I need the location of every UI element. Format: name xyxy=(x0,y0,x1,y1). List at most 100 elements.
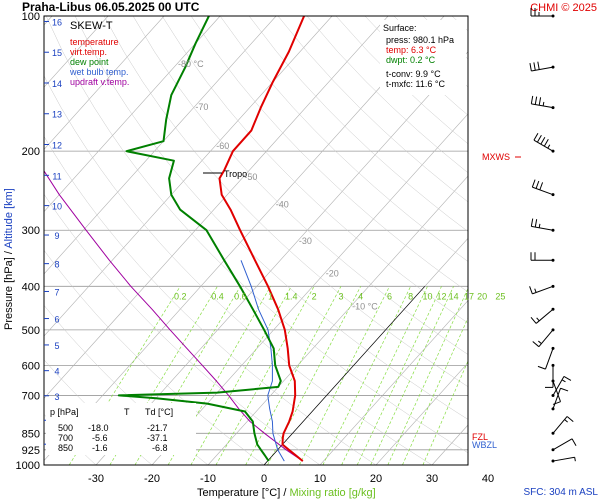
level-table-cell: 500 xyxy=(58,423,73,433)
isotherm-line xyxy=(44,16,221,213)
mixing-ratio-label: 0.4 xyxy=(211,291,224,301)
dry-adiabat-line xyxy=(161,16,468,324)
mixing-ratio-line xyxy=(215,286,315,465)
wind-barb-dot xyxy=(551,284,555,288)
altitude-tick-label: 9 xyxy=(54,231,59,241)
surface-tmxfc: t-mxfc: 11.6 °C xyxy=(386,79,445,89)
level-table-cell: -5.6 xyxy=(92,433,108,443)
wind-barb xyxy=(531,179,555,197)
mixing-ratio-line xyxy=(167,286,271,465)
mixing-ratio-labels: 0.2 0.4 0.6 1 1.4 2 3 4 6 8 10 12 14 17 20 25 xyxy=(174,291,505,301)
level-table-header-td: Td [°C] xyxy=(145,407,173,417)
wind-barb xyxy=(530,252,555,262)
profile-layer xyxy=(44,16,306,462)
wind-barb-dot xyxy=(551,149,555,153)
wind-barb-flag xyxy=(571,438,577,446)
wind-barb-staff xyxy=(531,225,554,231)
wind-barb-dot xyxy=(551,193,555,197)
pressure-tick-label: 100 xyxy=(22,11,40,23)
level-table-header-p: p [hPa] xyxy=(50,407,79,417)
dry-adiabat-line xyxy=(248,16,468,232)
wind-barb-staff xyxy=(531,103,554,109)
wind-barb-staff xyxy=(533,139,554,152)
isotherm-line xyxy=(44,16,333,337)
wind-barb-dot xyxy=(551,14,555,18)
wind-barb-flag xyxy=(530,218,534,227)
wind-barb xyxy=(530,218,555,232)
wind-barb-staff xyxy=(552,380,561,402)
dry-adiabat-line xyxy=(219,16,468,262)
altitude-tick-label: 8 xyxy=(54,260,59,270)
dry-adiabat-line xyxy=(44,75,433,465)
surface-tconv: t-conv: 9.9 °C xyxy=(386,69,441,79)
level-table-cell: -6.8 xyxy=(152,443,168,453)
wind-barb-dot xyxy=(551,307,555,311)
surface-info-box: Surface: press: 980.1 hPa temp: 6.3 °C d… xyxy=(380,20,466,95)
wind-barb-flag xyxy=(534,219,538,228)
mixing-ratio-label: 0.2 xyxy=(174,291,187,301)
wind-barb-dot xyxy=(551,346,555,350)
isotherm-line xyxy=(375,362,468,465)
wind-barb-flag xyxy=(566,416,574,422)
wind-barb-flag xyxy=(552,401,561,405)
wind-barb xyxy=(529,61,555,72)
surface-dwpt: dwpt: 0.2 °C xyxy=(386,55,436,65)
wind-barb xyxy=(551,387,569,411)
wind-barb-half xyxy=(538,340,542,345)
legend-item-temperature: temperature xyxy=(70,37,119,47)
x-tick-label: 0 xyxy=(261,473,267,485)
wind-barb-staff xyxy=(552,416,568,434)
level-table-cell: -21.7 xyxy=(147,423,168,433)
wind-barb-flag xyxy=(563,375,572,381)
y-axis-title: Pressure [hPa] / Altitude [km] xyxy=(3,188,15,330)
mixing-ratio-label: 20 xyxy=(477,291,487,301)
legend-item-dew-point: dew point xyxy=(70,57,109,67)
isotherm-label: -20 xyxy=(326,268,339,278)
dry-adiabat-line xyxy=(74,16,468,420)
isotherm-label: -40 xyxy=(276,200,289,210)
pressure-tick-label: 700 xyxy=(22,390,40,402)
wind-barb xyxy=(530,8,555,18)
x-axis-title-mixing: Mixing ratio [g/kg] xyxy=(289,487,375,499)
wind-barb-dot xyxy=(551,379,555,383)
wind-barb-flag xyxy=(530,316,537,324)
mixing-ratio-label: 25 xyxy=(495,291,505,301)
isotherm-line xyxy=(544,16,600,465)
altitude-tick-label: 14 xyxy=(52,79,62,89)
altitude-tick-label: 11 xyxy=(52,171,61,181)
wind-barb-dot xyxy=(551,106,555,110)
wind-barb-half xyxy=(538,223,541,228)
mixing-ratio-label: 0.6 xyxy=(234,291,247,301)
mixing-ratio-line xyxy=(402,317,468,465)
wind-barb-dot xyxy=(551,431,555,435)
wind-barb-flag xyxy=(532,341,540,348)
surface-temp: temp: 6.3 °C xyxy=(386,45,437,55)
altitude-tick-label: 13 xyxy=(52,110,62,120)
wind-barb-flag xyxy=(534,96,538,105)
wind-barb-half xyxy=(534,288,537,293)
wind-barb xyxy=(551,438,577,452)
isotherm-line xyxy=(44,16,277,275)
surface-title: Surface: xyxy=(383,23,417,33)
surface-press: press: 980.1 hPa xyxy=(386,35,454,45)
wind-barb xyxy=(530,95,555,110)
level-table-cell: 850 xyxy=(58,443,73,453)
altitude-tick-label: 7 xyxy=(54,287,59,297)
wind-barb-flag xyxy=(531,179,536,188)
isotherm-line xyxy=(44,16,165,150)
altitude-tick-label: 3 xyxy=(54,392,59,402)
surface-box-bg xyxy=(380,20,466,95)
wind-barb xyxy=(532,328,555,348)
legend-title: SKEW-T xyxy=(70,20,113,32)
wind-barb xyxy=(537,346,555,370)
x-tick-label: 10 xyxy=(314,473,326,485)
wind-barb-half xyxy=(542,101,545,107)
sfc-label: SFC: 304 m ASL xyxy=(524,487,599,498)
wind-barb-flag xyxy=(536,134,542,143)
isotherm-label: -50 xyxy=(244,172,257,182)
wind-barb-half xyxy=(561,379,566,383)
parcel-curve xyxy=(44,170,304,462)
mxws-label: MXWS xyxy=(482,152,510,162)
altitude-tick-label: 5 xyxy=(54,341,59,351)
dry-adiabat-line xyxy=(44,249,265,465)
